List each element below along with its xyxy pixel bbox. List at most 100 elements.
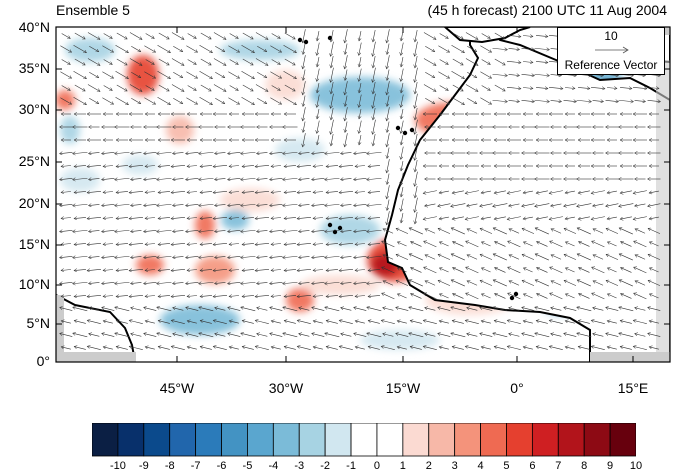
- wind-vector: [325, 152, 340, 153]
- wind-vector: [550, 74, 562, 75]
- wind-vector: [606, 254, 619, 260]
- wind-vector: [199, 178, 214, 179]
- wind-vector: [606, 280, 619, 286]
- wind-vector: [345, 43, 348, 55]
- wind-vector: [116, 165, 129, 166]
- wind-vector: [115, 256, 130, 257]
- wind-vector: [229, 85, 239, 90]
- wind-vector: [387, 29, 390, 43]
- wind-vector: [387, 147, 390, 159]
- wind-vector: [367, 230, 382, 231]
- wind-vector: [228, 152, 241, 153]
- wind-vector: [116, 32, 127, 39]
- masked-land: [590, 352, 670, 362]
- colorbar-swatch: [583, 423, 611, 457]
- wind-vector: [579, 242, 590, 247]
- wind-vector: [312, 256, 325, 257]
- wind-vector: [213, 243, 227, 244]
- wind-vector: [199, 44, 213, 53]
- wind-vector: [550, 267, 563, 274]
- wind-vector: [415, 160, 418, 172]
- colorbar-tick-label: 6: [529, 460, 536, 472]
- wind-vector: [87, 217, 101, 218]
- wind-vector: [228, 97, 239, 105]
- wind-vector: [173, 97, 183, 104]
- wind-vector: [415, 93, 418, 109]
- wind-vector: [171, 217, 185, 218]
- wind-vector: [523, 347, 533, 350]
- wind-vector: [409, 307, 424, 312]
- wind-vector: [355, 218, 366, 219]
- wind-vector: [87, 58, 100, 65]
- wind-vector: [186, 97, 197, 105]
- wind-vector: [173, 230, 184, 231]
- wind-vector: [551, 229, 562, 234]
- wind-vector: [326, 165, 339, 166]
- wind-vector: [186, 152, 199, 153]
- wind-vector: [535, 87, 548, 88]
- wind-vector: [438, 203, 451, 207]
- wind-vector: [373, 93, 376, 109]
- wind-vector: [61, 296, 72, 297]
- wind-vector: [325, 204, 340, 205]
- wind-vector: [213, 217, 227, 218]
- wind-vector: [451, 307, 466, 312]
- wind-vector: [508, 100, 520, 101]
- wind-vector: [229, 218, 240, 219]
- wind-vector: [465, 32, 478, 39]
- wind-vector: [312, 230, 325, 231]
- anomaly-patch: [220, 188, 280, 212]
- wind-vector: [619, 307, 634, 312]
- wind-vector: [115, 44, 129, 53]
- wind-vector: [368, 191, 381, 192]
- wind-vector: [439, 33, 449, 38]
- wind-vector: [74, 165, 87, 166]
- wind-vector: [618, 100, 634, 101]
- wind-vector: [341, 308, 352, 311]
- wind-vector: [551, 255, 562, 260]
- wind-vector: [297, 320, 311, 324]
- wind-vector: [549, 320, 563, 324]
- wind-vector: [331, 119, 334, 135]
- wind-vector: [303, 55, 306, 69]
- wind-vector: [424, 267, 437, 274]
- wind-vector: [551, 308, 562, 311]
- wind-vector: [354, 307, 367, 311]
- wind-vector: [565, 242, 575, 247]
- wind-vector: [270, 230, 283, 231]
- anomaly-patch: [60, 116, 80, 144]
- wind-vector: [158, 347, 170, 350]
- wind-vector: [592, 293, 605, 300]
- wind-vector: [551, 203, 562, 206]
- wind-vector: [102, 178, 115, 179]
- wind-vector: [158, 191, 171, 192]
- wind-vector: [74, 191, 87, 192]
- wind-vector: [303, 133, 306, 147]
- wind-vector: [103, 347, 113, 350]
- wind-vector: [564, 307, 577, 311]
- wind-vector: [284, 295, 297, 296]
- wind-vector: [493, 333, 508, 338]
- wind-vector: [354, 282, 367, 283]
- wind-vector: [507, 216, 521, 220]
- wind-vector: [495, 242, 506, 247]
- wind-vector: [129, 32, 142, 39]
- wind-vector: [74, 269, 87, 270]
- wind-vector: [423, 58, 436, 65]
- lat-label-equator: 0°: [36, 353, 50, 369]
- wind-vector: [242, 217, 255, 218]
- wind-vector: [565, 347, 575, 350]
- wind-vector: [536, 321, 548, 324]
- wind-vector: [355, 347, 365, 350]
- wind-vector: [401, 83, 403, 93]
- wind-vector: [313, 347, 323, 350]
- wind-vector: [345, 29, 348, 43]
- wind-vector: [228, 333, 241, 337]
- wind-vector: [397, 321, 407, 324]
- wind-vector: [228, 282, 241, 283]
- wind-vector: [312, 178, 325, 179]
- wind-vector: [415, 171, 418, 187]
- wind-vector: [397, 242, 407, 247]
- wind-vector: [591, 346, 605, 350]
- wind-vector: [200, 165, 213, 166]
